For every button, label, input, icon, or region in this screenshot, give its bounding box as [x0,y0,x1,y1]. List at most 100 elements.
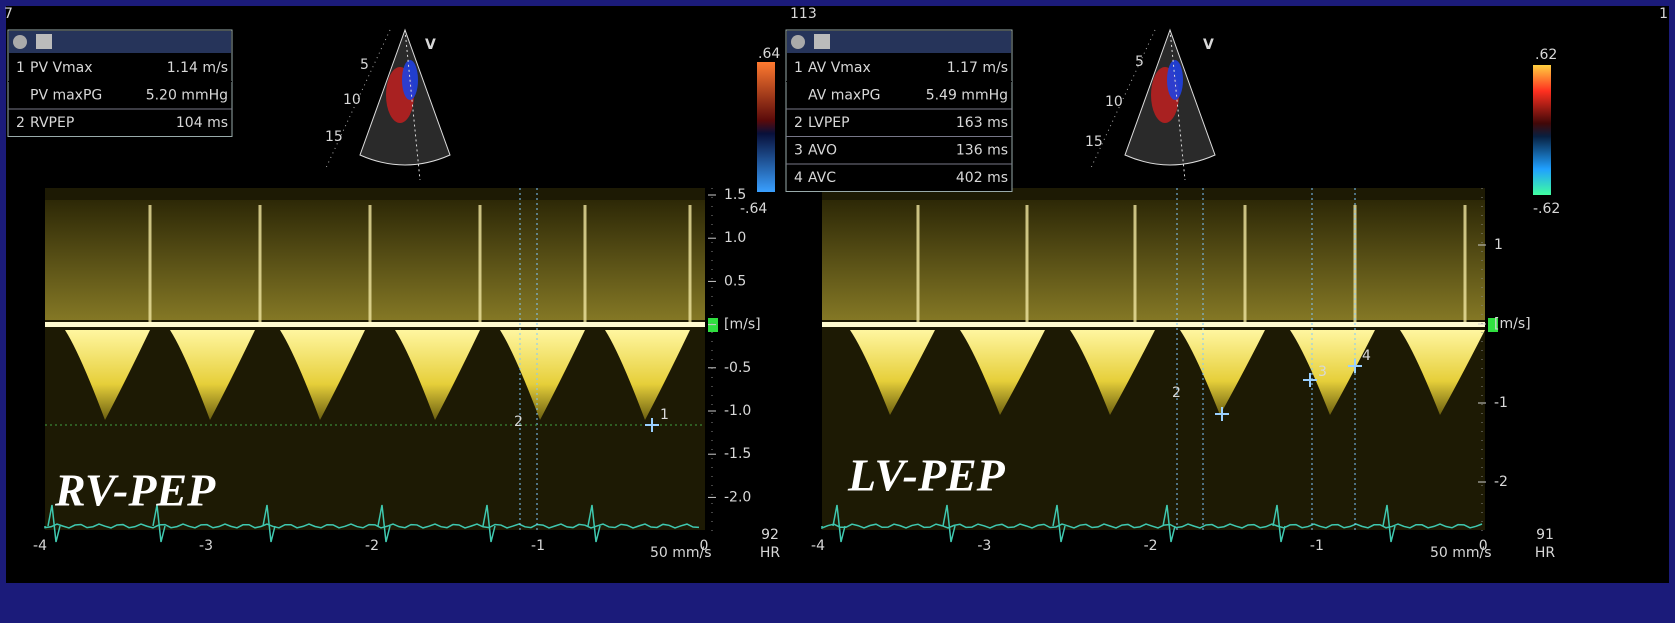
heart-rate-label: HR [760,545,781,561]
baseline [822,322,1485,327]
icon [814,34,830,49]
ecg-qrs [942,504,956,543]
velocity-label: 1.0 [724,230,746,246]
velocity-label: [m/s] [724,317,761,333]
velocity-label: -0.5 [724,360,751,376]
marker-label: 2 [514,414,523,430]
depth-label: 10 [343,92,361,108]
measurement-name: PV Vmax [30,60,93,76]
time-label: -2 [365,538,379,554]
scan-line [404,29,421,181]
depth-scale [1089,29,1156,171]
depth-label: 5 [1135,54,1144,70]
flow-envelope [500,330,585,420]
flow-envelope [1290,330,1375,415]
flow-envelope [1180,330,1265,415]
heart-rate: 92 [761,527,779,543]
panel-label: LV-PEP [847,450,1006,501]
corner-label: 113 [790,6,817,22]
box-header [9,31,231,53]
scan-line [1169,29,1186,181]
color-bar [757,62,775,192]
marker-label: 2 [1172,385,1181,401]
flow-envelope [65,330,150,420]
ecg-qrs [1382,504,1396,543]
color-scale-top: .64 [758,46,780,62]
measurement-index: 3 [794,142,803,158]
mode-label: V [425,37,436,53]
measurement-value: 5.20 mmHg [146,87,228,103]
measurement-name: AVO [808,142,837,158]
time-label: -2 [1144,538,1158,554]
time-label: 0 [1479,538,1488,554]
marker-label: 4 [1362,348,1371,364]
velocity-label: -1.5 [724,446,751,462]
measurement-value: 136 ms [956,142,1008,158]
depth-scale [324,29,391,171]
velocity-label: 0.5 [724,273,746,289]
corner-label: 1 [1659,6,1668,22]
measurement-value: 5.49 mmHg [926,87,1008,103]
sweep-speed: 50 mm/s [1430,545,1492,561]
ecg-qrs [1162,504,1176,543]
flow-envelope [280,330,365,420]
time-label: -3 [977,538,991,554]
measurement-name: LVPEP [808,115,850,131]
color-scale-bottom: -.64 [740,201,767,217]
doppler-noise [45,200,705,320]
measurement-name: AV maxPG [808,87,881,103]
corner-label: 7 [4,6,13,22]
measurement-box [785,29,1013,192]
measurement-value: 1.14 m/s [167,60,228,76]
sweep-speed: 50 mm/s [650,545,712,561]
icon [791,35,805,49]
measurement-name: PV maxPG [30,87,102,103]
ecg-qrs [377,504,391,543]
doppler-noise [822,200,1485,320]
caliper-cross [645,418,659,432]
measurement-name: AVC [808,170,836,186]
depth-label: 5 [360,57,369,73]
time-label: -1 [531,538,545,554]
velocity-label: -2 [1494,474,1508,490]
measurement-index: 2 [794,115,803,131]
velocity-label: 1 [1494,237,1503,253]
flow-envelope [1070,330,1155,415]
ecg-qrs [152,504,166,543]
caliper-cross [1303,373,1317,387]
color-bar [1533,65,1551,195]
measurement-value: 104 ms [176,115,228,131]
ecg-qrs [1272,504,1286,543]
time-label: -4 [33,538,47,554]
measurement-value: 1.17 m/s [947,60,1008,76]
ecg-qrs [262,504,276,543]
icon [36,34,52,49]
baseline-marker [1488,318,1498,332]
time-label: -1 [1310,538,1324,554]
marker-label: 3 [1318,364,1327,380]
flow-envelope [960,330,1045,415]
ecg-qrs [47,504,61,543]
measurement-index: 1 [16,60,25,76]
ecg-qrs [1052,504,1066,543]
color-scale-bottom: -.62 [1533,201,1560,217]
heart-rate: 91 [1536,527,1554,543]
measurement-value: 163 ms [956,115,1008,131]
time-label: -3 [199,538,213,554]
velocity-label: 1.5 [724,187,746,203]
icon [13,35,27,49]
caliper-cross [1348,359,1362,373]
measurement-index: 2 [16,115,25,131]
ecg-trace [44,523,700,529]
box-header [787,31,1011,53]
measurement-name: RVPEP [30,115,74,131]
measurement-index: 1 [794,60,803,76]
mode-label: V [1203,37,1214,53]
caliper-cross [1215,407,1229,421]
measurement-index: 4 [794,170,803,186]
velocity-label: [m/s] [1494,316,1531,332]
depth-label: 15 [1085,134,1103,150]
flow-envelope [395,330,480,420]
